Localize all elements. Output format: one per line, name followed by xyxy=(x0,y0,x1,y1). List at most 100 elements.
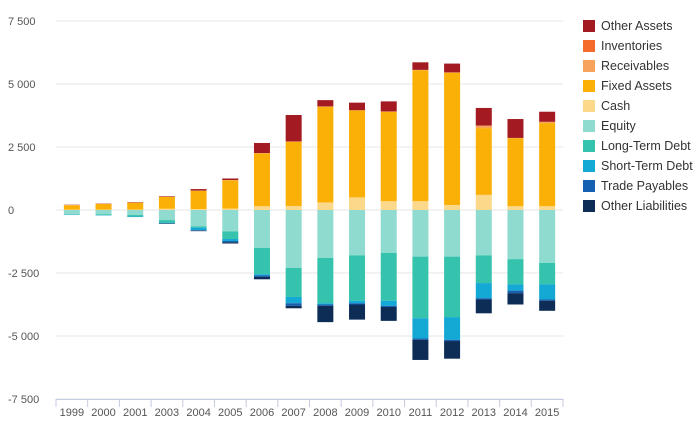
bar-segment xyxy=(286,115,302,141)
bar-segment xyxy=(191,228,207,231)
bar-segment xyxy=(96,204,112,210)
bar-segment xyxy=(476,255,492,283)
bar-segment xyxy=(127,203,143,210)
bar-segment xyxy=(286,303,302,306)
bar-segment xyxy=(96,214,112,215)
bar-segment xyxy=(286,210,302,268)
bar-segment xyxy=(476,195,492,210)
x-tick-label: 2015 xyxy=(535,407,559,419)
bar-segment xyxy=(159,223,175,224)
bar-segment xyxy=(254,206,270,210)
bar-segment xyxy=(444,205,460,210)
legend-swatch xyxy=(583,120,595,132)
bar-segment xyxy=(349,210,365,255)
bar-segment xyxy=(191,226,207,227)
bar-segment xyxy=(349,255,365,300)
bar-segment xyxy=(412,62,428,70)
bar-segment xyxy=(286,306,302,309)
bar-segment xyxy=(254,143,270,153)
bar-segment xyxy=(539,263,555,284)
bar-segment xyxy=(412,257,428,319)
legend-label: Cash xyxy=(601,99,630,113)
y-tick-label: -7 500 xyxy=(8,394,39,406)
bar-segment xyxy=(412,339,428,340)
legend-item[interactable]: Cash xyxy=(583,96,693,116)
legend-item[interactable]: Other Liabilities xyxy=(583,196,693,216)
bar-segment xyxy=(349,303,365,304)
bar-segment xyxy=(381,210,397,253)
x-tick-label: 2009 xyxy=(345,407,369,419)
x-tick-label: 2011 xyxy=(409,407,433,419)
y-tick-label: -2 500 xyxy=(8,268,39,280)
legend-swatch xyxy=(583,160,595,172)
bar-segment xyxy=(222,241,238,242)
bar-segment xyxy=(64,210,80,214)
legend-swatch xyxy=(583,140,595,152)
legend-item[interactable]: Equity xyxy=(583,116,693,136)
x-tick-label: 2000 xyxy=(91,407,115,419)
legend-label: Other Assets xyxy=(601,19,673,33)
legend-item[interactable]: Receivables xyxy=(583,56,693,76)
bar-segment xyxy=(476,210,492,255)
bar-segment xyxy=(444,257,460,317)
bar-segment xyxy=(127,210,143,215)
x-tick-label: 2006 xyxy=(250,407,274,419)
bar-segment xyxy=(349,103,365,111)
legend-label: Short-Term Debt xyxy=(601,159,693,173)
bar-segment xyxy=(444,64,460,73)
bar-segment xyxy=(191,231,207,232)
bar-segment xyxy=(444,317,460,340)
legend-label: Equity xyxy=(601,119,636,133)
bar-segment xyxy=(64,214,80,215)
bar-segment xyxy=(286,142,302,206)
bar-segment xyxy=(507,210,523,259)
x-tick-label: 2013 xyxy=(472,407,496,419)
legend-item[interactable]: Short-Term Debt xyxy=(583,156,693,176)
bar-segment xyxy=(444,210,460,257)
bar-segment xyxy=(476,283,492,298)
bar-segment xyxy=(191,209,207,210)
bar-segment xyxy=(381,307,397,321)
bar-segment xyxy=(222,242,238,243)
bar-segment xyxy=(159,210,175,220)
legend-item[interactable]: Trade Payables xyxy=(583,176,693,196)
bar-segment xyxy=(254,274,270,275)
bar-segment xyxy=(349,197,365,210)
legend-item[interactable]: Long-Term Debt xyxy=(583,136,693,156)
bar-segment xyxy=(476,126,492,129)
bar-segment xyxy=(507,138,523,206)
bar-segment xyxy=(381,101,397,111)
bar-segment xyxy=(191,210,207,226)
y-tick-label: -5 000 xyxy=(8,331,39,343)
x-tick-label: 2003 xyxy=(155,407,179,419)
x-tick-label: 2008 xyxy=(313,407,337,419)
y-tick-label: 5 000 xyxy=(8,79,36,91)
x-tick-label: 2014 xyxy=(503,407,527,419)
bar-segment xyxy=(159,209,175,210)
y-tick-label: 2 500 xyxy=(8,142,36,154)
legend-item[interactable]: Other Assets xyxy=(583,16,693,36)
bar-segment xyxy=(96,210,112,214)
bar-segment xyxy=(254,210,270,248)
legend-swatch xyxy=(583,80,595,92)
bar-segment xyxy=(159,197,175,209)
bar-segment xyxy=(539,123,555,206)
bar-segment xyxy=(381,201,397,210)
bar-segment xyxy=(127,215,143,217)
bar-segment xyxy=(349,301,365,304)
bar-segment xyxy=(222,210,238,231)
bar-segment xyxy=(507,119,523,138)
bar-segment xyxy=(476,128,492,195)
bar-segment xyxy=(64,209,80,210)
legend-label: Other Liabilities xyxy=(601,199,687,213)
bar-segment xyxy=(254,276,270,277)
bar-segment xyxy=(476,108,492,126)
x-tick-label: 2012 xyxy=(440,407,464,419)
bar-segment xyxy=(444,340,460,341)
bar-segment xyxy=(127,209,143,210)
legend-item[interactable]: Fixed Assets xyxy=(583,76,693,96)
bar-segment xyxy=(222,179,238,181)
legend-item[interactable]: Inventories xyxy=(583,36,693,56)
legend-swatch xyxy=(583,60,595,72)
